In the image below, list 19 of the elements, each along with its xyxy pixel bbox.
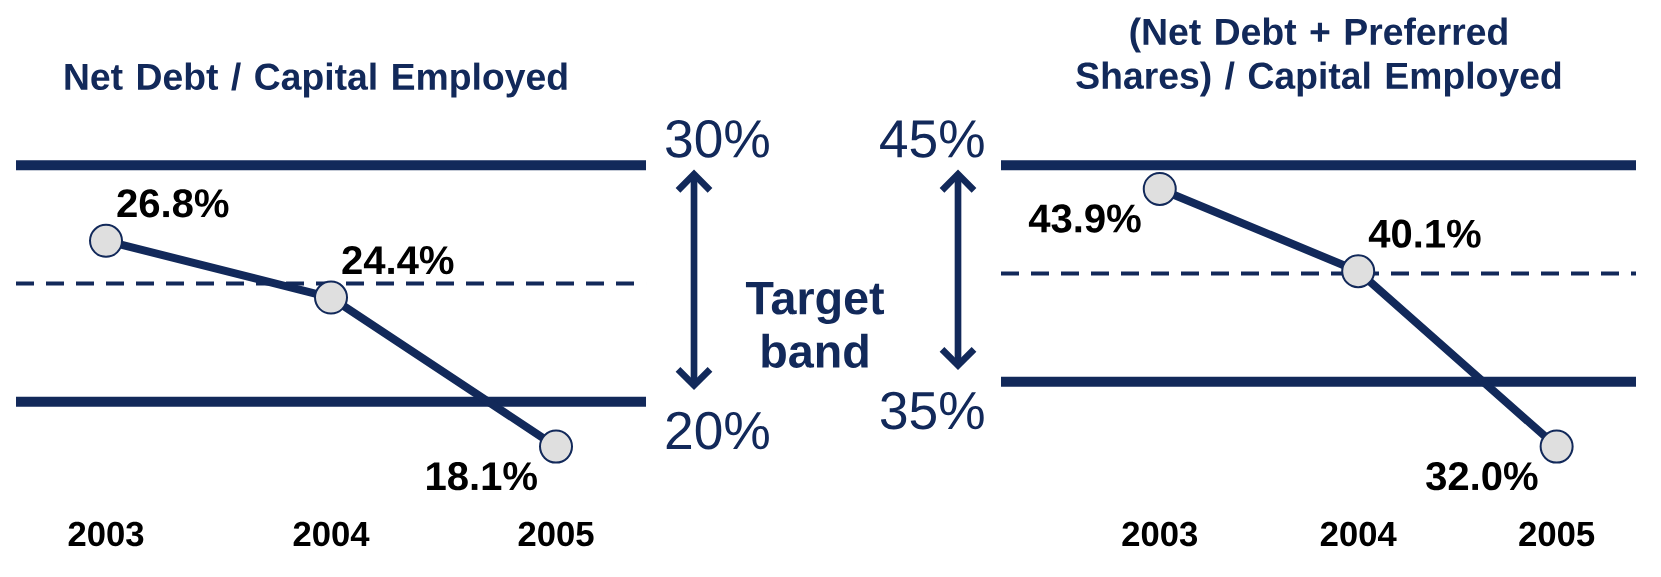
- x-tick-label: 2005: [1519, 521, 1595, 547]
- data-label: 43.9%: [1028, 204, 1141, 233]
- data-label: 24.4%: [342, 245, 454, 275]
- x-tick-label: 2003: [68, 521, 144, 547]
- ref-line-label: 30%: [666, 120, 769, 158]
- x-tick-label: 2005: [518, 521, 594, 547]
- data-label: 32.0%: [1426, 461, 1538, 491]
- x-tick-label: 2004: [293, 521, 370, 547]
- text: Target band: [745, 282, 885, 368]
- data-label: 40.1%: [1368, 219, 1481, 248]
- data-label: 26.8%: [117, 189, 229, 218]
- x-tick-label: 2003: [1122, 521, 1198, 547]
- ref-line-label: 45%: [880, 120, 984, 158]
- data-label: 18.1%: [427, 461, 537, 491]
- chart-title: (Net Debt + Preferred Shares) / Capital Employed: [1076, 17, 1561, 97]
- ref-line-label: 35%: [880, 391, 984, 430]
- x-tick-label: 2004: [1320, 521, 1397, 547]
- ref-line-label: 20%: [666, 411, 769, 450]
- chart-title: Net Debt / Capital Employed: [65, 62, 567, 98]
